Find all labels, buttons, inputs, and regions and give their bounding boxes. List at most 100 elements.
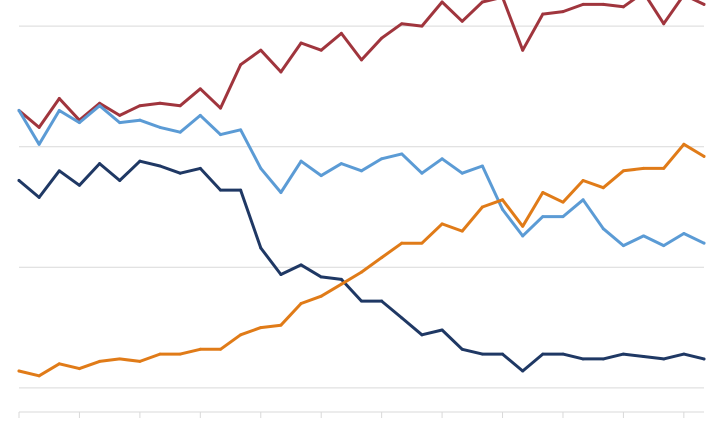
series-4-point xyxy=(380,256,384,260)
x-axis xyxy=(18,411,704,418)
series-2-point xyxy=(501,207,505,211)
series-4-point xyxy=(601,186,605,190)
series-4-point xyxy=(138,359,142,363)
series-2-point xyxy=(57,109,61,113)
series-4-point xyxy=(339,282,343,286)
series-2-point xyxy=(662,244,666,248)
series-3-point xyxy=(400,316,404,320)
series-3-point xyxy=(601,357,605,361)
series-4-point xyxy=(561,200,565,204)
series-3-point xyxy=(561,352,565,356)
series-4-point xyxy=(259,326,263,330)
series-2-point xyxy=(319,174,323,178)
series-3-point xyxy=(279,273,283,277)
series-3-point xyxy=(259,246,263,250)
series-4-point xyxy=(118,357,122,361)
series-2-point xyxy=(621,244,625,248)
series-2-point xyxy=(521,234,525,238)
series-1-point xyxy=(118,113,122,117)
series-3-point xyxy=(178,171,182,175)
series-1-point xyxy=(480,0,484,4)
series-4-point xyxy=(480,205,484,209)
series-1-point xyxy=(702,2,706,6)
series-1-point xyxy=(601,2,605,6)
series-3-line xyxy=(17,159,706,373)
series-3-point xyxy=(621,352,625,356)
series-3-point xyxy=(380,299,384,303)
series-3-point xyxy=(138,159,142,163)
series-2-point xyxy=(360,169,363,173)
series-4-point xyxy=(662,166,666,170)
series-4-point xyxy=(440,222,444,226)
series-2-point xyxy=(561,215,565,219)
series-4-point xyxy=(319,294,323,298)
series-1-point xyxy=(460,19,464,23)
series-3-point xyxy=(420,333,424,337)
series-3-point xyxy=(541,352,545,356)
series-4-point xyxy=(299,301,303,305)
series-2-point xyxy=(17,109,21,113)
series-4-point xyxy=(501,198,505,202)
series-2-point xyxy=(440,157,444,161)
series-1-point xyxy=(541,12,545,16)
series-1-point xyxy=(420,24,424,28)
series-3-point xyxy=(702,357,706,361)
series-3-point xyxy=(682,352,686,356)
series-2-point xyxy=(198,113,202,117)
series-4-point xyxy=(400,241,404,245)
series-2-point xyxy=(601,227,605,231)
series-3-point xyxy=(77,183,81,187)
series-3-point xyxy=(37,195,41,199)
series-3-point xyxy=(581,357,585,361)
series-1-point xyxy=(440,0,444,4)
series-2-point xyxy=(259,166,263,170)
series-2-point xyxy=(218,133,222,137)
series-1-point xyxy=(239,63,243,67)
series-3-point xyxy=(460,347,464,351)
series-2-point xyxy=(158,125,162,129)
series-4-point xyxy=(198,347,202,351)
series-2-point xyxy=(299,159,303,163)
series-1-point xyxy=(138,104,142,108)
series-1-point xyxy=(218,106,222,110)
series-1-point xyxy=(198,87,202,91)
series-1-point xyxy=(380,36,384,40)
series-2-point xyxy=(380,157,384,161)
series-2-point xyxy=(480,164,484,168)
series-3-point xyxy=(642,355,646,359)
series-2-point xyxy=(77,121,81,125)
series-2 xyxy=(17,104,706,248)
series-2-point xyxy=(642,234,646,238)
series-2-point xyxy=(178,130,182,134)
series-2-point xyxy=(581,198,585,202)
series-1 xyxy=(17,0,706,129)
series-2-point xyxy=(460,171,464,175)
series-3-point xyxy=(319,275,323,279)
series-2-point xyxy=(541,215,545,219)
series-3-point xyxy=(239,188,243,192)
series-2-point xyxy=(420,171,424,175)
series-3-point xyxy=(98,162,102,166)
series-3-point xyxy=(218,188,222,192)
series-2-point xyxy=(682,232,686,236)
series-3 xyxy=(17,159,706,373)
series-1-point xyxy=(259,48,263,52)
series-1-point xyxy=(521,48,525,52)
series-4-point xyxy=(420,241,424,245)
series-1-point xyxy=(37,125,41,129)
series-4 xyxy=(17,142,706,378)
series-1-point xyxy=(57,96,61,100)
series-4-point xyxy=(642,166,646,170)
series-3-point xyxy=(440,328,444,332)
series-4-point xyxy=(158,352,162,356)
series-1-point xyxy=(299,41,303,45)
series-3-point xyxy=(158,164,162,168)
series-4-point xyxy=(77,367,81,371)
series-3-point xyxy=(198,166,202,170)
series-4-point xyxy=(98,359,102,363)
series-1-point xyxy=(561,10,565,14)
series-4-point xyxy=(682,142,686,146)
series-4-point xyxy=(702,154,706,158)
series-3-point xyxy=(662,357,666,361)
